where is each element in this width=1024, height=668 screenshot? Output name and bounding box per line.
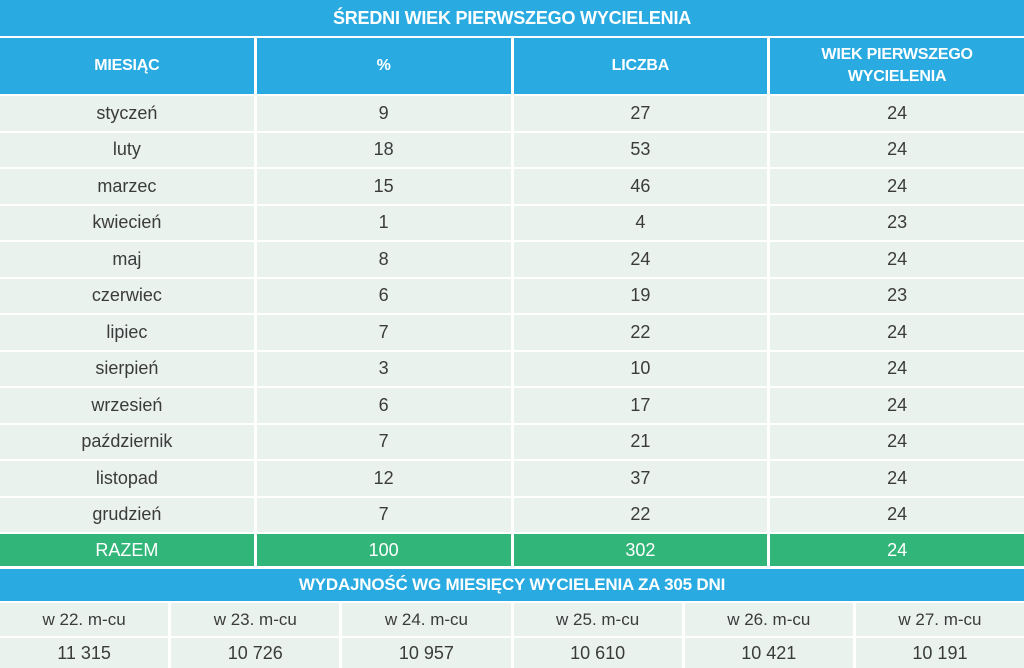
count-cell: 17 (514, 388, 771, 423)
column-header-month26: w 26. m-cu (685, 603, 856, 636)
column-header-month24: w 24. m-cu (342, 603, 514, 636)
table-row: lipiec 7 22 24 (0, 315, 1024, 352)
month-cell: kwiecień (0, 205, 257, 240)
table2-header-row: w 22. m-cu w 23. m-cu w 24. m-cu w 25. m… (0, 603, 1024, 638)
column-header-month22: w 22. m-cu (0, 603, 172, 636)
count-cell: 37 (514, 461, 771, 496)
age-cell: 24 (887, 175, 908, 196)
yield-value: 10 726 (171, 638, 343, 668)
yield-value: 11 315 (0, 638, 172, 668)
table-row: styczeń 9 27 24 (0, 96, 1024, 133)
percent-cell: 8 (257, 242, 514, 277)
percent-cell: 6 (257, 388, 514, 423)
percent-cell: 7 (257, 315, 514, 350)
column-header-count: LICZBA (514, 38, 771, 94)
yield-value: 10 191 (912, 642, 968, 663)
age-cell: 23 (887, 285, 908, 306)
age-cell: 23 (887, 212, 908, 233)
total-row: RAZEM 100 302 24 (0, 534, 1024, 569)
month-cell: sierpień (0, 351, 257, 386)
total-age: 24 (887, 539, 908, 560)
month-cell: październik (0, 424, 257, 459)
count-cell: 10 (514, 351, 771, 386)
total-label: RAZEM (0, 534, 257, 566)
count-cell: 22 (514, 497, 771, 532)
age-cell: 24 (887, 139, 908, 160)
yield-value: 10 957 (342, 638, 514, 668)
age-cell: 24 (887, 248, 908, 269)
table1-title: ŚREDNI WIEK PIERWSZEGO WYCIELENIA (0, 0, 1024, 38)
table1-header-row: MIESIĄC % LICZBA WIEK PIERWSZEGO WYCIELE… (0, 38, 1024, 96)
count-cell: 46 (514, 169, 771, 204)
month-cell: listopad (0, 461, 257, 496)
percent-cell: 6 (257, 278, 514, 313)
column-header-month27: w 27. m-cu (898, 609, 982, 629)
age-cell: 24 (887, 467, 908, 488)
month-cell: luty (0, 132, 257, 167)
total-count: 302 (514, 534, 771, 566)
month-cell: lipiec (0, 315, 257, 350)
month-cell: maj (0, 242, 257, 277)
table-row: maj 8 24 24 (0, 242, 1024, 279)
age-cell: 24 (887, 431, 908, 452)
total-percent: 100 (257, 534, 514, 566)
count-cell: 19 (514, 278, 771, 313)
month-cell: czerwiec (0, 278, 257, 313)
percent-cell: 7 (257, 497, 514, 532)
table-row: wrzesień 6 17 24 (0, 388, 1024, 425)
month-cell: marzec (0, 169, 257, 204)
percent-cell: 12 (257, 461, 514, 496)
column-header-month25: w 25. m-cu (514, 603, 685, 636)
percent-cell: 7 (257, 424, 514, 459)
table2-title: WYDAJNOŚĆ WG MIESIĘCY WYCIELENIA ZA 305 … (0, 569, 1024, 603)
table-row: kwiecień 1 4 23 (0, 205, 1024, 242)
count-cell: 22 (514, 315, 771, 350)
percent-cell: 18 (257, 132, 514, 167)
table-row: grudzień 7 22 24 (0, 497, 1024, 534)
count-cell: 4 (514, 205, 771, 240)
age-cell: 24 (887, 321, 908, 342)
column-header-percent: % (257, 38, 514, 94)
table2-values-row: 11 315 10 726 10 957 10 610 10 421 10 19… (0, 638, 1024, 668)
count-cell: 21 (514, 424, 771, 459)
percent-cell: 15 (257, 169, 514, 204)
month-cell: grudzień (0, 497, 257, 532)
column-header-age: WIEK PIERWSZEGO WYCIELENIA (821, 46, 973, 85)
percent-cell: 9 (257, 96, 514, 131)
yield-value: 10 610 (514, 638, 685, 668)
column-header-month: MIESIĄC (0, 38, 257, 94)
count-cell: 27 (514, 96, 771, 131)
age-cell: 24 (887, 504, 908, 525)
month-cell: wrzesień (0, 388, 257, 423)
age-cell: 24 (887, 358, 908, 379)
table-row: październik 7 21 24 (0, 424, 1024, 461)
age-cell: 24 (887, 394, 908, 415)
count-cell: 53 (514, 132, 771, 167)
table-row: listopad 12 37 24 (0, 461, 1024, 498)
percent-cell: 1 (257, 205, 514, 240)
column-header-month23: w 23. m-cu (171, 603, 343, 636)
table-row: marzec 15 46 24 (0, 169, 1024, 206)
age-cell: 24 (887, 102, 908, 123)
percent-cell: 3 (257, 351, 514, 386)
table-row: czerwiec 6 19 23 (0, 278, 1024, 315)
yield-value: 10 421 (685, 638, 856, 668)
table-row: sierpień 3 10 24 (0, 351, 1024, 388)
table-row: luty 18 53 24 (0, 132, 1024, 169)
count-cell: 24 (514, 242, 771, 277)
month-cell: styczeń (0, 96, 257, 131)
